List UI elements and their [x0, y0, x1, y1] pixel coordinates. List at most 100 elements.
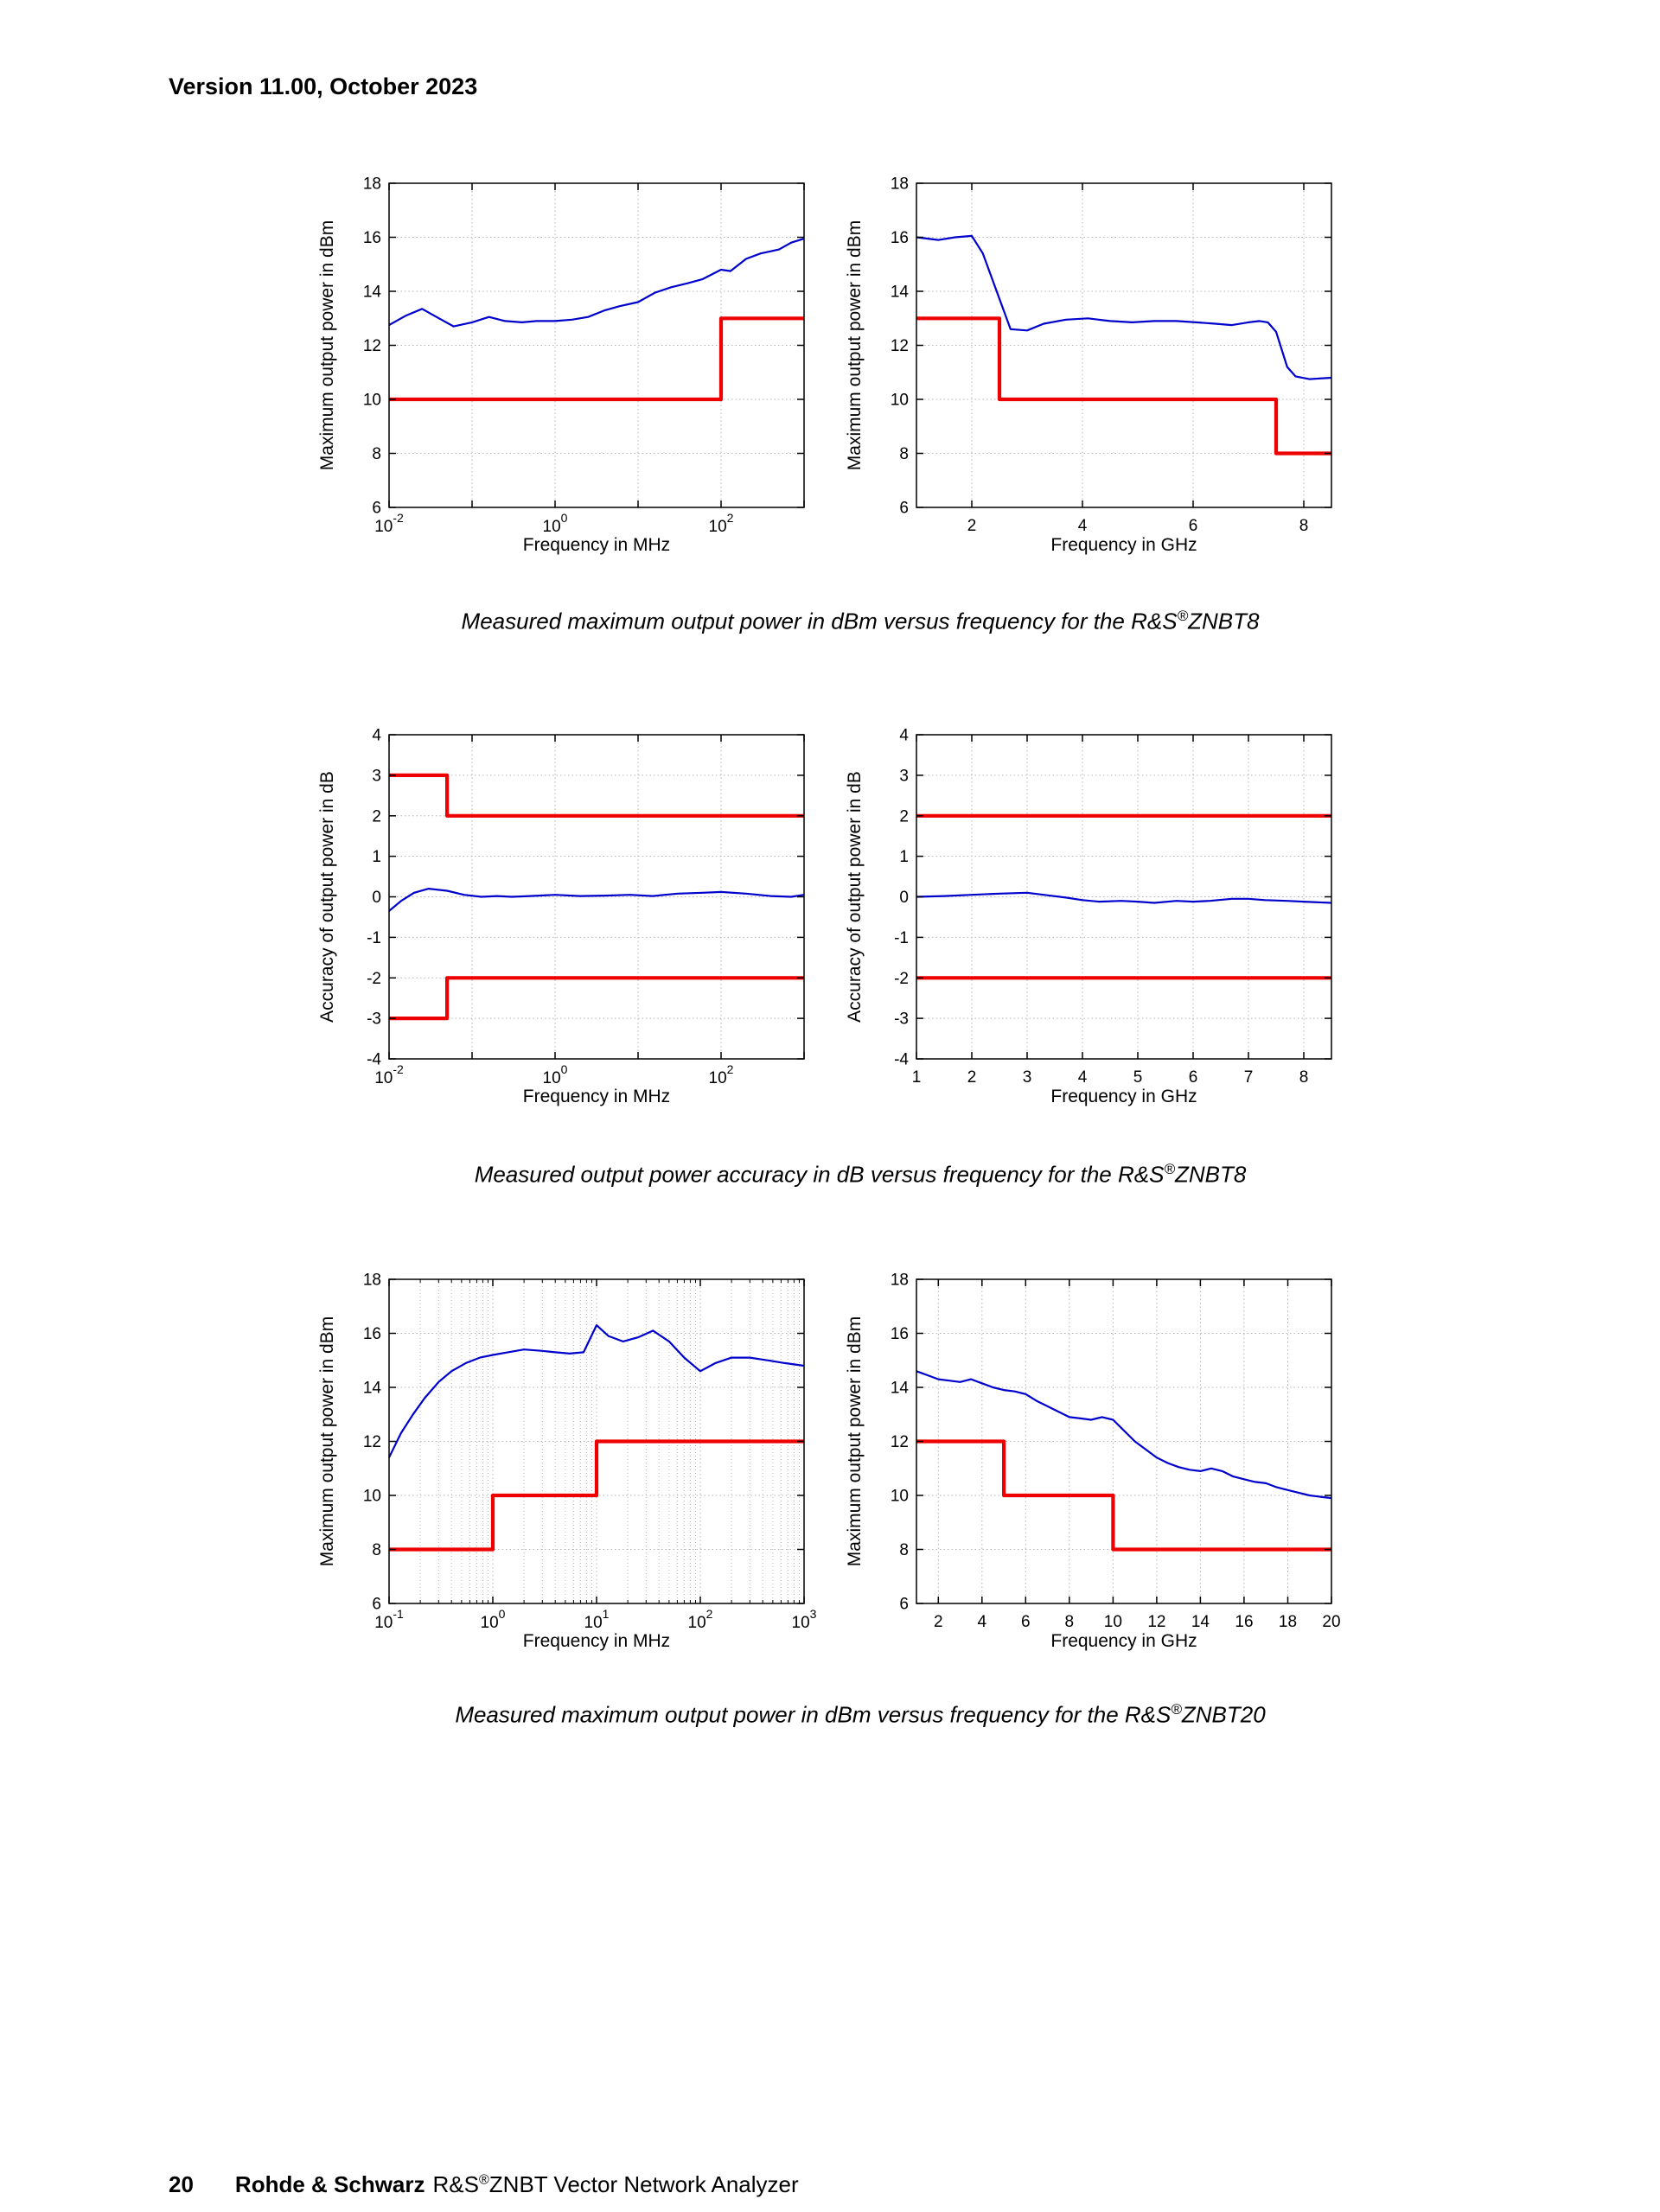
footer-product-name: ZNBT Vector Network Analyzer	[488, 2171, 799, 2197]
svg-text:16: 16	[363, 1325, 381, 1343]
axis-ticks	[916, 1278, 1332, 1604]
svg-text:3: 3	[372, 767, 381, 785]
axis-tick-labels: 6 8 10 12 14 16 18 10-1 100 101 102 103	[363, 1272, 817, 1633]
series-measured	[388, 888, 805, 912]
series	[388, 1323, 805, 1552]
caption-text: Measured maximum output power in dBm ver…	[461, 608, 1178, 634]
svg-text:101: 101	[584, 1607, 610, 1632]
series	[916, 813, 1332, 980]
svg-text:4: 4	[1078, 1068, 1088, 1087]
figure-znbt20-max-power-ghz: 6 8 10 12 14 16 18 2 4 6 8 10 12 14 16 18 20 Frequency in…	[817, 1266, 1370, 1677]
svg-text:2: 2	[967, 517, 977, 535]
page-number: 20	[169, 2171, 194, 2197]
y-axis-label: Maximum output power in dBm	[845, 1316, 865, 1566]
svg-text:12: 12	[363, 337, 381, 355]
x-axis-label: Frequency in MHz	[523, 1087, 670, 1106]
svg-text:100: 100	[543, 511, 568, 536]
svg-text:7: 7	[1244, 1068, 1254, 1087]
svg-text:2: 2	[967, 1068, 977, 1087]
registered-mark: ®	[1171, 1701, 1182, 1718]
chart-znbt8-max-power-mhz: 6 8 10 12 14 16 18 10-2 100 102 Frequency in MHz Ma…	[317, 175, 805, 555]
svg-text:6: 6	[899, 1596, 909, 1614]
svg-text:8: 8	[899, 1541, 909, 1559]
svg-text:4: 4	[1078, 517, 1088, 535]
y-axis-label: Accuracy of output power in dB	[317, 771, 337, 1023]
svg-text:6: 6	[1021, 1613, 1031, 1631]
caption-text: Measured output power accuracy in dB ver…	[474, 1161, 1165, 1188]
caption-znbt20-max-power: Measured maximum output power in dBm ver…	[225, 1701, 1496, 1729]
svg-text:8: 8	[1065, 1613, 1075, 1631]
svg-text:16: 16	[891, 229, 909, 247]
series-measured	[916, 891, 1332, 904]
svg-text:6: 6	[1189, 517, 1198, 535]
svg-text:1: 1	[372, 848, 381, 866]
chart-znbt8-accuracy-ghz: -4 -3 -2 -1 0 1 2 3 4 1 2 3 4 5 6 7 8 Frequency in GHz Acc…	[845, 727, 1332, 1106]
chart-znbt8-max-power-ghz: 6 8 10 12 14 16 18 2 4 6 8 Frequency in GHz Maximum …	[845, 175, 1332, 555]
x-axis-label: Frequency in MHz	[523, 535, 670, 555]
series	[916, 1370, 1332, 1552]
series-measured	[388, 1323, 805, 1458]
x-axis-label: Frequency in GHz	[1050, 1631, 1197, 1651]
series-limit	[389, 1439, 804, 1552]
svg-text:4: 4	[372, 727, 381, 745]
svg-text:10-2: 10-2	[374, 511, 404, 536]
axis-tick-labels: 6 8 10 12 14 16 18 10-2 100 102	[363, 175, 734, 537]
gridlines	[389, 735, 804, 1059]
page-footer: 20 Rohde & Schwarz R&S®ZNBT Vector Network…	[169, 2171, 799, 2198]
y-axis-label: Maximum output power in dBm	[317, 1316, 337, 1566]
svg-text:-4: -4	[894, 1051, 909, 1069]
svg-text:100: 100	[481, 1607, 506, 1632]
svg-text:10: 10	[363, 392, 381, 410]
svg-text:3: 3	[899, 767, 909, 785]
svg-text:2: 2	[372, 807, 381, 826]
svg-text:20: 20	[1322, 1613, 1340, 1631]
svg-text:5: 5	[1133, 1068, 1143, 1087]
svg-text:1: 1	[912, 1068, 922, 1087]
figure-znbt8-accuracy-mhz: -4 -3 -2 -1 0 1 2 3 4 10-2 100 102 Frequency in MHz A…	[290, 722, 843, 1132]
series-measured	[388, 238, 805, 328]
x-axis-label: Frequency in GHz	[1050, 1087, 1197, 1106]
svg-text:10: 10	[1104, 1613, 1122, 1631]
gridlines	[916, 183, 1331, 507]
series-limit	[916, 316, 1331, 456]
chart-znbt8-accuracy-mhz: -4 -3 -2 -1 0 1 2 3 4 10-2 100 102 Frequency in MHz A…	[317, 727, 805, 1106]
svg-text:18: 18	[1279, 1613, 1297, 1631]
svg-text:10-1: 10-1	[374, 1607, 404, 1632]
series	[388, 238, 805, 402]
svg-text:2: 2	[934, 1613, 943, 1631]
series-measured	[916, 234, 1332, 380]
figure-znbt8-accuracy-ghz: -4 -3 -2 -1 0 1 2 3 4 1 2 3 4 5 6 7 8 Frequency in GHz Acc…	[817, 722, 1370, 1132]
axis-tick-labels: -4 -3 -2 -1 0 1 2 3 4 10-2 100 102	[367, 727, 734, 1088]
svg-text:14: 14	[1191, 1613, 1210, 1631]
caption-znbt8-max-power: Measured maximum output power in dBm ver…	[225, 608, 1496, 635]
svg-text:8: 8	[372, 445, 381, 463]
chart-znbt20-max-power-mhz: 6 8 10 12 14 16 18 10-1 100 101 102 103 Frequency in…	[317, 1272, 817, 1652]
registered-mark: ®	[478, 2172, 489, 2188]
caption-model: ZNBT20	[1181, 1701, 1266, 1728]
series-limit-lower	[389, 976, 804, 1021]
svg-text:100: 100	[543, 1062, 568, 1087]
axis-ticks	[388, 182, 805, 508]
chart-znbt20-max-power-ghz: 6 8 10 12 14 16 18 2 4 6 8 10 12 14 16 18 20 Frequency in…	[845, 1272, 1341, 1652]
svg-text:8: 8	[372, 1541, 381, 1559]
svg-text:8: 8	[899, 445, 909, 463]
svg-text:12: 12	[1147, 1613, 1165, 1631]
svg-text:8: 8	[1299, 1068, 1309, 1087]
svg-text:12: 12	[363, 1433, 381, 1451]
svg-text:12: 12	[891, 337, 909, 355]
svg-text:3: 3	[1023, 1068, 1032, 1087]
svg-text:4: 4	[899, 727, 909, 745]
axis-tick-labels: -4 -3 -2 -1 0 1 2 3 4 1 2 3 4 5 6 7 8	[894, 727, 1308, 1087]
gridlines	[389, 183, 804, 507]
svg-text:14: 14	[363, 284, 382, 302]
axis-ticks	[916, 182, 1331, 508]
svg-text:10: 10	[891, 1488, 909, 1506]
axis-ticks	[388, 734, 805, 1060]
svg-text:102: 102	[688, 1607, 713, 1632]
axis-tick-labels: 6 8 10 12 14 16 18 2 4 6 8	[891, 175, 1308, 536]
registered-mark: ®	[1177, 608, 1189, 624]
figure-znbt8-max-power-ghz: 6 8 10 12 14 16 18 2 4 6 8 Frequency in GHz Maximum …	[817, 170, 1370, 581]
svg-text:-2: -2	[367, 970, 381, 988]
svg-text:8: 8	[1299, 517, 1309, 535]
